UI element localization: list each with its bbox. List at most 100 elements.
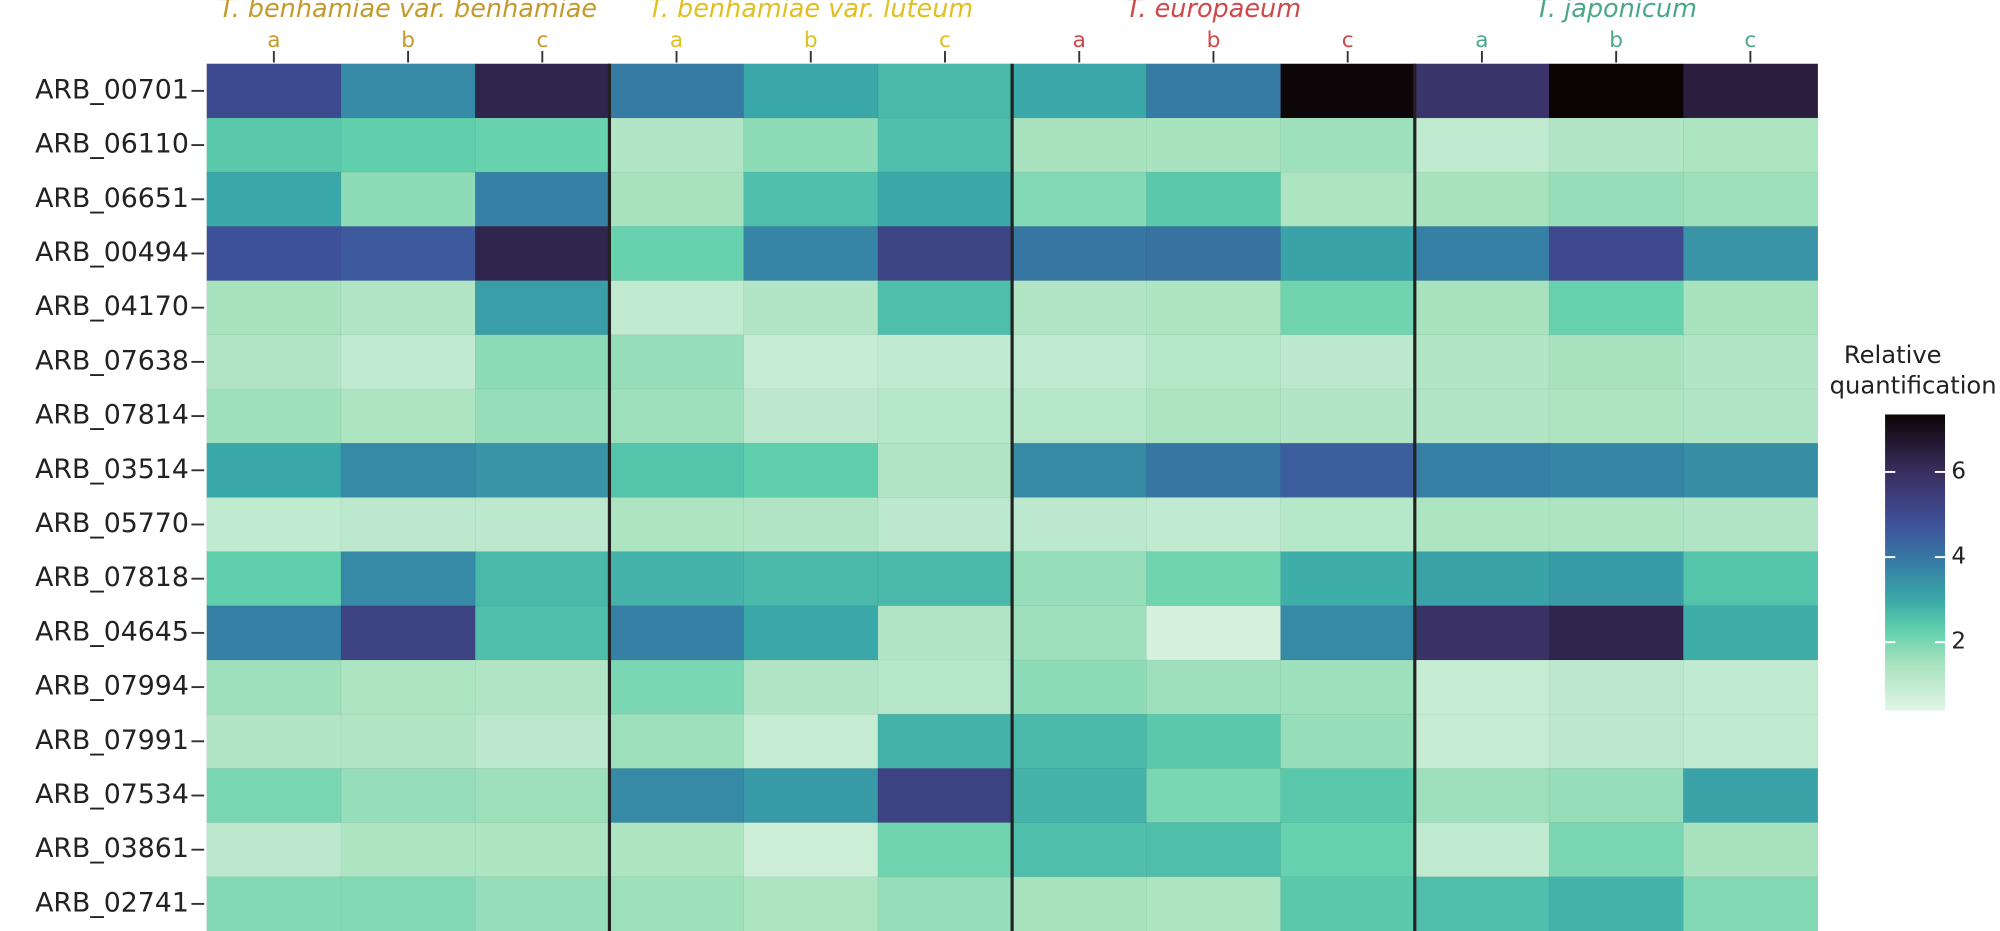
heatmap-cell — [1548, 551, 1684, 607]
row-label: ARB_03861 — [35, 833, 189, 864]
heatmap-cell — [1280, 551, 1416, 607]
colorbar-tick-label: 2 — [1951, 629, 1966, 655]
heatmap-cell — [1146, 822, 1282, 878]
heatmap-cell — [1548, 768, 1684, 824]
group-label: T. benhamiae var. luteum — [648, 0, 973, 24]
heatmap-cell — [1011, 442, 1148, 499]
heatmap-cell — [743, 280, 879, 336]
heatmap-cell — [1548, 822, 1684, 878]
row-label: ARB_05770 — [35, 508, 189, 539]
heatmap-cell — [340, 659, 476, 715]
heatmap-cell — [1146, 442, 1282, 499]
heatmap-cell — [1280, 280, 1416, 336]
heatmap-cell — [474, 822, 611, 878]
heatmap-cell — [877, 226, 1013, 282]
heatmap-cell — [1280, 226, 1416, 282]
heatmap-cell — [743, 768, 879, 824]
heatmap-cell — [1146, 768, 1282, 824]
column-label: b — [1207, 28, 1221, 53]
heatmap-cell — [474, 171, 611, 228]
heatmap-cell — [1280, 768, 1416, 824]
heatmap-cell — [743, 497, 879, 553]
heatmap-cell — [1011, 63, 1148, 119]
heatmap-cell — [1011, 171, 1148, 228]
heatmap-cell — [609, 551, 745, 607]
colorbar-title: Relative — [1844, 341, 1942, 369]
heatmap-cell — [1280, 334, 1416, 390]
group-label: T. europaeum — [1126, 0, 1301, 24]
heatmap-cell — [609, 171, 745, 228]
heatmap-cell — [1414, 659, 1550, 715]
heatmap-cell — [206, 876, 342, 931]
heatmap-cell — [206, 551, 342, 607]
heatmap-cell — [1548, 334, 1684, 390]
heatmap-cell — [1011, 876, 1148, 931]
row-label: ARB_03514 — [35, 454, 189, 485]
heatmap-cell — [340, 117, 476, 173]
heatmap-cell — [1011, 280, 1148, 336]
heatmap-cell — [877, 822, 1013, 878]
heatmap-cell — [1682, 63, 1819, 119]
heatmap-cell — [743, 713, 879, 770]
row-label: ARB_04170 — [35, 291, 189, 322]
heatmap-cell — [206, 334, 342, 390]
heatmap-cell — [474, 713, 611, 770]
group-label: T. japonicum — [1535, 0, 1697, 24]
heatmap-cell — [1280, 442, 1416, 499]
row-label: ARB_07994 — [35, 671, 189, 702]
heatmap-cell — [340, 876, 476, 931]
heatmap-cell — [1548, 659, 1684, 715]
heatmap-cell — [1280, 388, 1416, 444]
heatmap-cell — [877, 876, 1013, 931]
heatmap-cell — [1682, 605, 1819, 661]
heatmap-cell — [1682, 822, 1819, 878]
heatmap-cell — [206, 388, 342, 444]
heatmap-cell — [474, 117, 611, 173]
heatmap-cell — [1682, 388, 1819, 444]
heatmap-cell — [1146, 388, 1282, 444]
row-label: ARB_06110 — [35, 129, 189, 160]
heatmap-cell — [609, 713, 745, 770]
heatmap-cell — [1280, 876, 1416, 931]
heatmap-cell — [609, 659, 745, 715]
heatmap-cell — [609, 605, 745, 661]
heatmap-cell — [1011, 497, 1148, 553]
heatmap-cell — [609, 768, 745, 824]
heatmap-cell — [609, 497, 745, 553]
heatmap-cell — [474, 63, 611, 119]
row-label: ARB_07991 — [35, 725, 189, 756]
heatmap-cell — [340, 388, 476, 444]
heatmap-cell — [877, 605, 1013, 661]
heatmap-cell — [1682, 551, 1819, 607]
heatmap-cell — [1548, 280, 1684, 336]
heatmap-cell — [1414, 280, 1550, 336]
row-label: ARB_07638 — [35, 345, 189, 376]
heatmap-cell — [1682, 334, 1819, 390]
column-label: a — [670, 28, 683, 53]
heatmap-cell — [1682, 768, 1819, 824]
heatmap-cell — [1414, 876, 1550, 931]
heatmap-cell — [340, 334, 476, 390]
heatmap-cell — [474, 280, 611, 336]
heatmap-cell — [877, 334, 1013, 390]
heatmap-cell — [1011, 659, 1148, 715]
heatmap-cell — [340, 226, 476, 282]
heatmap-cell — [474, 442, 611, 499]
column-label: c — [536, 28, 548, 53]
heatmap-cell — [1548, 117, 1684, 173]
heatmap-cell — [1280, 822, 1416, 878]
colorbar-title: quantification — [1830, 371, 1997, 399]
heatmap-cell — [877, 442, 1013, 499]
row-label: ARB_07814 — [35, 400, 189, 431]
heatmap-cell — [474, 388, 611, 444]
heatmap-cell — [1011, 334, 1148, 390]
row-label: ARB_02741 — [35, 887, 189, 918]
row-label: ARB_07818 — [35, 562, 189, 593]
heatmap-cell — [340, 63, 476, 119]
heatmap-cell — [877, 659, 1013, 715]
heatmap-cell — [1146, 226, 1282, 282]
heatmap-cell — [1548, 63, 1684, 119]
heatmap-cell — [1682, 117, 1819, 173]
